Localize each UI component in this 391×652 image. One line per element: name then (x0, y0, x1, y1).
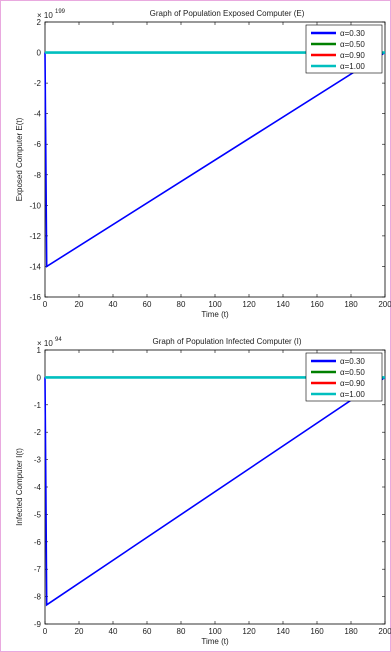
x-tick-label: 40 (109, 300, 118, 309)
series-line-1 (44, 376, 386, 607)
legend: α=0.30 α=0.50 α=0.90 α=1.00 (305, 352, 383, 402)
y-exponent: 94 (55, 337, 62, 343)
x-tick-label: 100 (208, 300, 222, 309)
y-tick-label: -6 (34, 538, 42, 547)
y-exponent: 199 (55, 9, 66, 15)
x-tick-label: 120 (242, 627, 256, 636)
x-tick-label: 180 (344, 300, 358, 309)
x-tick-label: 120 (242, 300, 256, 309)
y-tick-label: 1 (37, 346, 42, 355)
y-tick-label: 0 (37, 373, 42, 382)
y-tick-label: -10 (29, 201, 41, 210)
y-tick-label: -8 (34, 171, 42, 180)
y-axis-label: Exposed Computer E(t) (15, 117, 24, 201)
x-tick-label: 20 (75, 627, 84, 636)
y-tick-label: -12 (29, 232, 41, 241)
y-multiplier: × 10 (37, 339, 53, 348)
x-tick-label: 0 (43, 300, 48, 309)
x-tick-label: 40 (109, 627, 118, 636)
x-tick-label: 60 (143, 300, 152, 309)
y-tick-label: -9 (34, 620, 42, 629)
y-axis-label: Infected Computer I(t) (15, 448, 24, 526)
y-tick-label: -16 (29, 293, 41, 302)
legend-label: α=0.30 (340, 357, 365, 366)
chart-1: 0 20 40 60 80 100 120 140 160 180 20020-2-4-6-8-10… (15, 9, 391, 319)
y-tick-label: -4 (34, 483, 42, 492)
legend-label: α=1.00 (340, 62, 365, 71)
series-line-1 (44, 51, 386, 268)
x-tick-label: 140 (276, 300, 290, 309)
legend-label: α=1.00 (340, 390, 365, 399)
chart-title: Graph of Population Exposed Computer (E) (150, 9, 305, 18)
y-tick-label: -14 (29, 262, 41, 271)
legend: α=0.30 α=0.50 α=0.90 α=1.00 (305, 24, 383, 74)
x-tick-label: 0 (43, 627, 48, 636)
y-tick-label: -2 (34, 428, 42, 437)
y-tick-label: -8 (34, 593, 42, 602)
y-tick-label: -6 (34, 140, 42, 149)
y-tick-label: 0 (37, 49, 42, 58)
x-tick-label: 20 (75, 300, 84, 309)
x-tick-label: 80 (177, 300, 186, 309)
y-tick-label: -2 (34, 79, 42, 88)
y-tick-label: -5 (34, 510, 42, 519)
chart-title: Graph of Population Infected Computer (I… (153, 337, 302, 346)
x-axis-label: Time (t) (201, 637, 229, 646)
legend-label: α=0.50 (340, 40, 365, 49)
y-tick-label: -7 (34, 565, 42, 574)
x-tick-label: 200 (378, 627, 391, 636)
y-tick-label: -4 (34, 110, 42, 119)
legend-label: α=0.30 (340, 29, 365, 38)
x-tick-label: 160 (310, 627, 324, 636)
y-tick-label: 2 (37, 18, 42, 27)
x-axis-label: Time (t) (201, 310, 229, 319)
x-tick-label: 200 (378, 300, 391, 309)
y-tick-label: -1 (34, 401, 42, 410)
y-tick-label: -3 (34, 456, 42, 465)
legend-label: α=0.90 (340, 379, 365, 388)
chart-2: 0 20 40 60 80 100 120 140 160 180 200 1 0 -1 -2 -3 -4 -5 -… (15, 337, 391, 646)
x-tick-label: 100 (208, 627, 222, 636)
x-tick-label: 80 (177, 627, 186, 636)
y-multiplier: × 10 (37, 11, 53, 20)
legend-label: α=0.90 (340, 51, 365, 60)
x-tick-label: 160 (310, 300, 324, 309)
x-tick-label: 140 (276, 627, 290, 636)
x-tick-label: 60 (143, 627, 152, 636)
x-tick-label: 180 (344, 627, 358, 636)
legend-label: α=0.50 (340, 368, 365, 377)
